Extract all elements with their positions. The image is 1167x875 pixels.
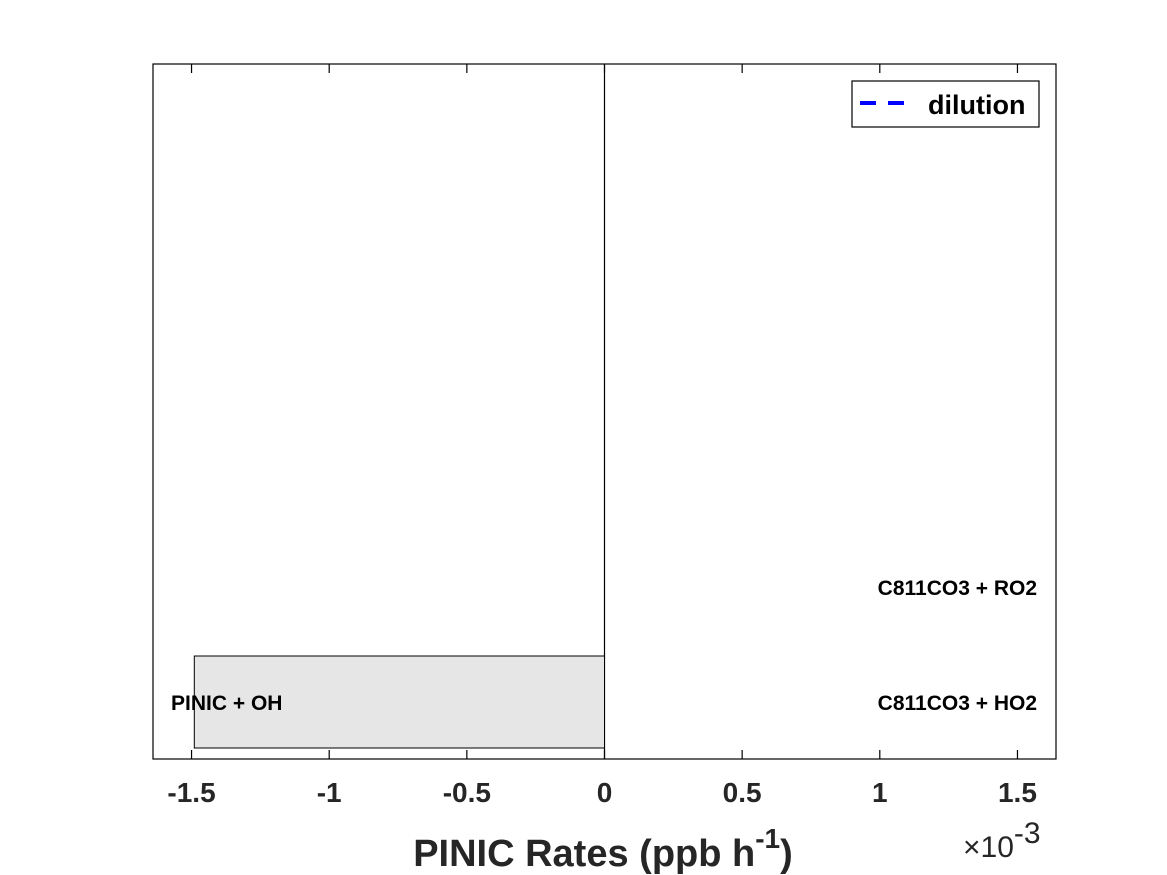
positive-label-1: C811CO3 + RO2 [878, 577, 1037, 600]
x-tick-label-1: -1 [317, 777, 342, 808]
x-exponent-power: -3 [1014, 817, 1041, 850]
bars-group [193, 655, 605, 749]
x-tick-label-6: 1.5 [998, 777, 1037, 808]
x-tick-label-5: 1 [872, 777, 888, 808]
bar-labels-group: PINIC + OH C811CO3 + HO2 C811CO3 + RO2 [171, 577, 1037, 715]
x-axis-title: PINIC Rates (ppb h-1) [413, 823, 793, 875]
x-tick-label-0: -1.5 [167, 777, 215, 808]
x-tick-label-4: 0.5 [723, 777, 762, 808]
bar-0 [193, 655, 605, 749]
x-axis-title-sup: -1 [755, 823, 780, 854]
x-tick-label-3: 0 [597, 777, 613, 808]
x-axis-title-close: ) [780, 833, 793, 875]
plot-area [152, 63, 1057, 760]
x-tick-label-2: -0.5 [443, 777, 491, 808]
x-axis-title-main: PINIC Rates (ppb h [413, 833, 755, 875]
x-exponent-base: ×10 [963, 831, 1014, 864]
legend-dilution-label: dilution [928, 90, 1025, 120]
legend: dilution [851, 80, 1040, 128]
legend-box [851, 80, 1040, 128]
positive-label-0: C811CO3 + HO2 [878, 692, 1037, 715]
negative-label-0: PINIC + OH [171, 692, 282, 715]
x-ticks-group: -1.5 -1 -0.5 0 0.5 1 1.5 [167, 64, 1037, 808]
x-exponent-label: ×10-3 [963, 817, 1041, 864]
